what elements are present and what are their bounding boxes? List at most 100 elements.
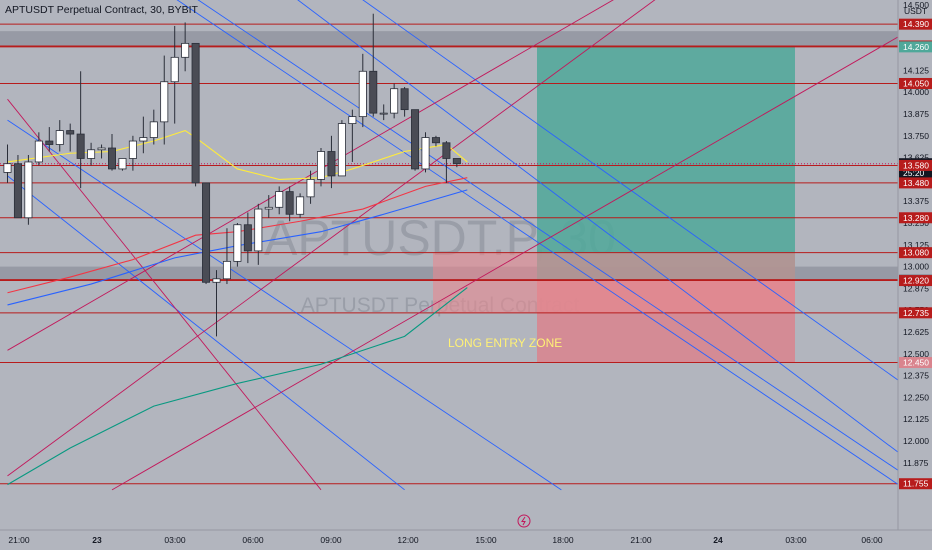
- candle: [296, 193, 305, 218]
- candle-body: [97, 147, 106, 151]
- price-labels: 14.39014.26514.26014.05013.59025:2013.58…: [899, 18, 932, 490]
- price-label: 13.580: [903, 160, 929, 170]
- candle: [170, 25, 179, 124]
- long-entry-zone-label: LONG ENTRY ZONE: [448, 336, 562, 350]
- candle-body: [442, 142, 451, 159]
- time-axis[interactable]: 21:00 23 03:00 06:00 09:00 12:00 15:00 18:00 21:…: [0, 529, 932, 545]
- price-tick: 14.125: [903, 65, 929, 75]
- candle-body: [431, 137, 440, 144]
- candle-body: [348, 116, 357, 124]
- trendline-blue: [176, 0, 907, 491]
- price-tick: 12.875: [903, 283, 929, 293]
- candle-body: [45, 140, 54, 145]
- time-tick: 23: [92, 535, 102, 545]
- candle: [411, 109, 420, 171]
- time-tick: 12:00: [397, 535, 419, 545]
- candle: [421, 132, 430, 173]
- price-label: 12.450: [903, 358, 929, 368]
- candle: [139, 116, 148, 154]
- price-label-box: [899, 177, 932, 189]
- candle: [243, 212, 252, 264]
- time-tick: 03:00: [785, 535, 807, 545]
- candle: [34, 132, 43, 166]
- candle-body: [222, 260, 231, 280]
- trendline-blue: [197, 0, 928, 491]
- candle: [149, 109, 158, 145]
- price-tick: 12.625: [903, 327, 929, 337]
- time-ticks: 21:00 23 03:00 06:00 09:00 12:00 15:00 18:00 21:…: [8, 535, 883, 545]
- price-label-box: [899, 357, 932, 369]
- candle: [254, 203, 263, 265]
- price-label-box: [899, 478, 932, 490]
- candle-body: [243, 224, 252, 252]
- candle: [76, 71, 85, 189]
- candle: [275, 186, 284, 215]
- candle: [66, 123, 75, 152]
- candles-layer: [3, 13, 461, 337]
- time-tick: 18:00: [552, 535, 574, 545]
- candle: [160, 55, 169, 145]
- candle: [45, 127, 54, 152]
- candle-body: [327, 151, 336, 177]
- candle: [13, 154, 22, 219]
- candle-body: [264, 206, 273, 210]
- candle-body: [181, 42, 190, 58]
- candle: [128, 135, 137, 171]
- candle: [55, 120, 64, 152]
- price-label-box: [899, 77, 932, 89]
- price-tick: 12.125: [903, 414, 929, 424]
- candle: [87, 142, 96, 166]
- chart-title: APTUSDT Perpetual Contract, 30, BYBIT: [5, 4, 198, 16]
- price-label-box: [899, 18, 932, 30]
- time-tick: 06:00: [861, 535, 883, 545]
- lightning-icon[interactable]: [517, 514, 531, 528]
- candle: [431, 135, 440, 147]
- price-tick: 13.375: [903, 196, 929, 206]
- candle: [3, 144, 12, 183]
- horizontal-levels: [0, 23, 898, 485]
- time-tick: 21:00: [630, 535, 652, 545]
- candle-body: [3, 163, 12, 173]
- candle: [222, 228, 231, 285]
- price-label-box: [899, 275, 932, 287]
- candle: [327, 135, 336, 189]
- candle-body: [108, 147, 117, 170]
- candle: [212, 270, 221, 337]
- trendline-pink: [111, 16, 932, 491]
- candle-body: [337, 123, 346, 177]
- trendline-pink: [7, 0, 656, 477]
- candle: [379, 104, 388, 121]
- candle-body: [358, 70, 367, 118]
- price-tick: 13.125: [903, 240, 929, 250]
- price-tick: 14.500: [903, 0, 929, 10]
- price-label: 12.920: [903, 276, 929, 286]
- candle-body: [316, 151, 325, 180]
- candle-body: [400, 88, 409, 111]
- candle: [181, 22, 190, 72]
- price-tick: 12.375: [903, 371, 929, 381]
- candle-body: [390, 88, 399, 114]
- candle-body: [55, 130, 64, 145]
- time-tick: 24: [713, 535, 723, 545]
- entry-zone: [433, 252, 795, 313]
- candle: [358, 53, 367, 128]
- price-label: 14.050: [903, 78, 929, 88]
- candle: [24, 154, 33, 225]
- price-label-box: [899, 247, 932, 259]
- candle: [369, 13, 378, 117]
- price-scale[interactable]: USDT 14.50014.25014.12514.00013.87513.75…: [897, 0, 932, 550]
- time-tick: 15:00: [475, 535, 497, 545]
- candle-body: [128, 140, 137, 159]
- trendline-pink: [7, 98, 322, 491]
- time-tick: 09:00: [320, 535, 342, 545]
- price-tick: 13.875: [903, 109, 929, 119]
- price-label-box: [899, 159, 932, 171]
- candle-body: [13, 163, 22, 219]
- candle: [285, 186, 294, 222]
- price-label: 14.390: [903, 19, 929, 29]
- candle-body: [160, 81, 169, 123]
- candle: [108, 134, 117, 171]
- candle-body: [285, 191, 294, 215]
- candle-body: [149, 121, 158, 138]
